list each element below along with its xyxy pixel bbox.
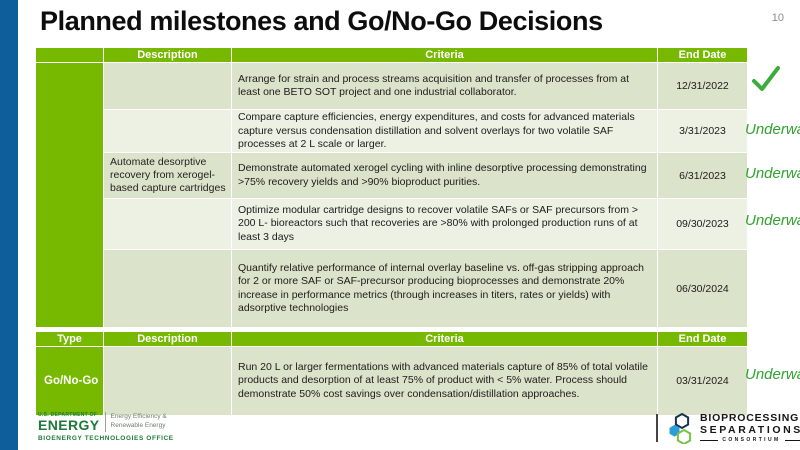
gonogo-header-criteria: Criteria	[232, 332, 657, 346]
criteria-cell: Run 20 L or larger fermentations with ad…	[232, 347, 657, 415]
consortium-dash-left	[700, 439, 719, 441]
criteria-cell: Arrange for strain and process streams a…	[232, 63, 657, 109]
milestones-table: Description Criteria End Date Arrange fo…	[36, 48, 747, 327]
milestones-header-type	[36, 48, 103, 62]
status-underway: Underway	[745, 121, 800, 138]
hexagons-icon	[669, 412, 692, 444]
description-cell	[104, 347, 231, 415]
end-date-cell: 6/31/2023	[658, 153, 747, 198]
doe-eere-line1: Energy Efficiency &	[110, 413, 167, 421]
bioprocessing-separations-consortium-logo: BIOPROCESSING SEPARATIONS CONSORTIUM	[668, 411, 800, 444]
end-date-cell: 12/31/2022	[658, 63, 747, 109]
consortium-line3: CONSORTIUM	[722, 437, 781, 444]
description-cell	[104, 250, 231, 327]
status-underway: Underway	[745, 212, 800, 229]
criteria-cell: Optimize modular cartridge designs to re…	[232, 199, 657, 249]
doe-logo: U.S. DEPARTMENT OF ENERGY Energy Efficie…	[38, 412, 174, 442]
status-underway: Underway	[745, 165, 800, 182]
go-no-go-table: Type Description Criteria End Date Go/No…	[36, 332, 747, 415]
gonogo-type-cell: Go/No-Go	[36, 347, 103, 415]
description-cell	[104, 110, 231, 152]
footer-divider	[656, 414, 658, 442]
milestones-header-description: Description	[104, 48, 231, 62]
doe-department-line: U.S. DEPARTMENT OF	[38, 412, 98, 418]
complete-check-icon	[752, 66, 780, 91]
doe-eere-line2: Renewable Energy	[110, 422, 166, 429]
gonogo-header-end-date: End Date	[658, 332, 747, 346]
criteria-cell: Compare capture efficiencies, energy exp…	[232, 110, 657, 152]
description-cell	[104, 63, 231, 109]
criteria-cell: Demonstrate automated xerogel cycling wi…	[232, 153, 657, 198]
consortium-line2: SEPARATIONS	[700, 424, 800, 436]
milestones-header-end-date: End Date	[658, 48, 747, 62]
consortium-dash-right	[784, 439, 800, 441]
bioenergy-office-label: BIOENERGY TECHNOLOGIES OFFICE	[38, 435, 174, 442]
description-cell	[104, 199, 231, 249]
gonogo-header-type: Type	[36, 332, 103, 346]
end-date-cell: 03/31/2024	[658, 347, 747, 415]
end-date-cell: 3/31/2023	[658, 110, 747, 152]
milestones-header-criteria: Criteria	[232, 48, 657, 62]
criteria-cell: Quantify relative performance of interna…	[232, 250, 657, 327]
page-number: 10	[771, 12, 784, 24]
end-date-cell: 09/30/2023	[658, 199, 747, 249]
consortium-line1: BIOPROCESSING	[700, 411, 800, 424]
description-cell: Automate desorptive recovery from xeroge…	[104, 153, 231, 198]
left-accent-bar	[0, 0, 18, 450]
status-underway: Underway	[745, 366, 800, 383]
slide-title: Planned milestones and Go/No-Go Decision…	[40, 6, 603, 36]
gonogo-header-description: Description	[104, 332, 231, 346]
end-date-cell: 06/30/2024	[658, 250, 747, 327]
doe-energy-wordmark: ENERGY	[38, 417, 100, 433]
milestones-type-cell	[36, 63, 103, 327]
